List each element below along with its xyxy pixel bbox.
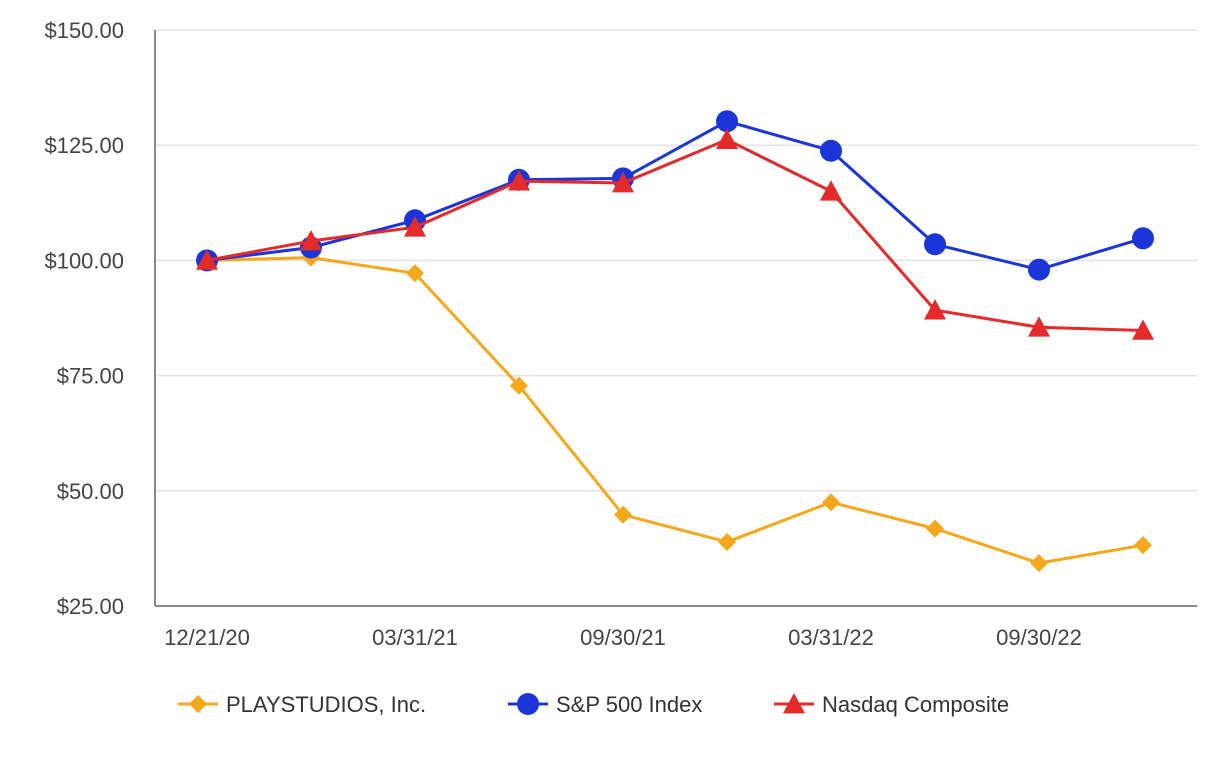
y-axis-tick-labels: $150.00 $125.00 $100.00 $75.00 $50.00 $25.00 — [44, 18, 124, 619]
x-axis-tick-labels: 12/21/20 03/31/21 09/30/21 03/31/22 09/30/22 — [164, 625, 1082, 650]
data-point — [1134, 536, 1152, 555]
legend-label: PLAYSTUDIOS, Inc. — [226, 692, 426, 717]
data-point — [924, 299, 946, 320]
series-line — [206, 119, 1144, 272]
data-point — [404, 216, 426, 237]
data-point — [1132, 319, 1154, 340]
series-group — [196, 110, 1154, 573]
data-point — [612, 171, 634, 193]
series-1 — [196, 110, 1154, 281]
x-tick-label: 09/30/22 — [996, 625, 1082, 650]
data-point — [196, 249, 218, 270]
y-tick-label: $125.00 — [44, 133, 124, 158]
x-tick-label: 09/30/21 — [580, 625, 666, 650]
legend-item: Nasdaq Composite — [774, 692, 1009, 717]
data-point — [1030, 554, 1048, 573]
legend-item: PLAYSTUDIOS, Inc. — [178, 692, 426, 717]
x-tick-label: 12/21/20 — [164, 625, 250, 650]
data-point — [716, 110, 738, 133]
y-tick-label: $25.00 — [57, 594, 124, 619]
data-point — [924, 233, 946, 256]
legend-marker — [517, 693, 539, 715]
data-point — [1028, 258, 1050, 281]
legend: PLAYSTUDIOS, Inc. S&P 500 Index Nasdaq Com… — [178, 692, 1009, 717]
series-line — [206, 256, 1144, 565]
data-point — [718, 532, 736, 551]
legend-marker — [189, 695, 207, 713]
y-tick-label: $150.00 — [44, 18, 124, 43]
data-point — [300, 230, 322, 251]
series-2 — [196, 128, 1154, 340]
data-point — [1132, 227, 1154, 250]
series-0 — [198, 248, 1152, 573]
axes — [154, 30, 1197, 607]
data-point — [820, 139, 842, 162]
x-tick-label: 03/31/22 — [788, 625, 874, 650]
data-point — [926, 519, 944, 538]
data-point — [508, 170, 530, 191]
data-point — [820, 180, 842, 201]
series-line — [206, 138, 1144, 332]
legend-label: S&P 500 Index — [556, 692, 702, 717]
data-point — [406, 264, 424, 283]
x-tick-label: 03/31/21 — [372, 625, 458, 650]
data-point — [822, 493, 840, 512]
legend-item: S&P 500 Index — [508, 692, 702, 717]
data-point — [510, 376, 528, 395]
data-point — [716, 128, 738, 150]
legend-label: Nasdaq Composite — [822, 692, 1009, 717]
y-tick-label: $75.00 — [57, 364, 124, 389]
legend-marker — [783, 693, 805, 714]
data-point — [1028, 316, 1050, 337]
y-tick-label: $100.00 — [44, 248, 124, 273]
data-point — [614, 505, 632, 524]
y-tick-label: $50.00 — [57, 479, 124, 504]
